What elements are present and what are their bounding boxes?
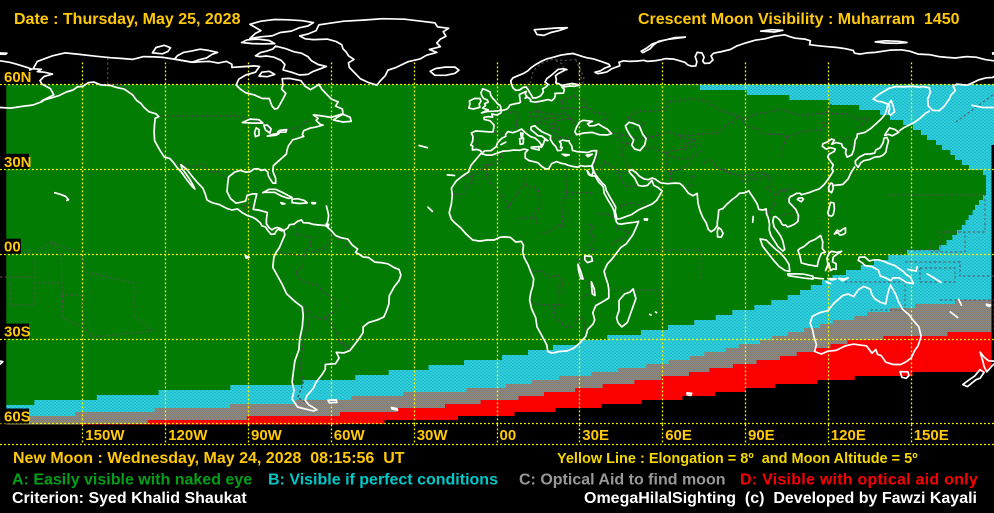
svg-text:30N: 30N [4, 154, 32, 171]
svg-text:A: Easily visible with naked e: A: Easily visible with naked eye [12, 472, 252, 489]
svg-text:Criterion: Syed Khalid Shaukat: Criterion: Syed Khalid Shaukat [12, 490, 247, 507]
svg-text:00: 00 [4, 239, 21, 256]
svg-text:00: 00 [500, 427, 517, 444]
svg-text:Yellow Line : Elongation = 8º: Yellow Line : Elongation = 8º and Moon A… [557, 451, 918, 467]
svg-text:60W: 60W [334, 427, 366, 444]
svg-text:C: Optical Aid to find moon: C: Optical Aid to find moon [519, 472, 726, 489]
svg-text:30W: 30W [417, 427, 449, 444]
svg-text:60S: 60S [4, 409, 31, 426]
svg-text:D: Visible with optical aid on: D: Visible with optical aid only [740, 472, 978, 489]
svg-text:60N: 60N [4, 69, 32, 86]
svg-text:120W: 120W [168, 427, 208, 444]
svg-text:120E: 120E [831, 427, 866, 444]
svg-text:B: Visible if perfect conditio: B: Visible if perfect conditions [268, 472, 498, 489]
svg-text:Date : Thursday, May 25, 2028: Date : Thursday, May 25, 2028 [14, 11, 241, 28]
svg-text:30S: 30S [4, 324, 31, 341]
svg-text:90E: 90E [748, 427, 775, 444]
svg-text:60E: 60E [665, 427, 692, 444]
svg-text:30E: 30E [582, 427, 609, 444]
svg-text:Crescent Moon Visibility : Muh: Crescent Moon Visibility : Muharram 1450 [638, 11, 960, 28]
svg-text:150E: 150E [914, 427, 949, 444]
svg-text:OmegaHilalSighting (c) Devel: OmegaHilalSighting (c) Developed by Fawz… [584, 490, 977, 507]
svg-text:New Moon : Wednesday, May 24,: New Moon : Wednesday, May 24, 2028 08:15… [13, 450, 405, 467]
svg-text:90W: 90W [251, 427, 283, 444]
svg-text:150W: 150W [85, 427, 125, 444]
